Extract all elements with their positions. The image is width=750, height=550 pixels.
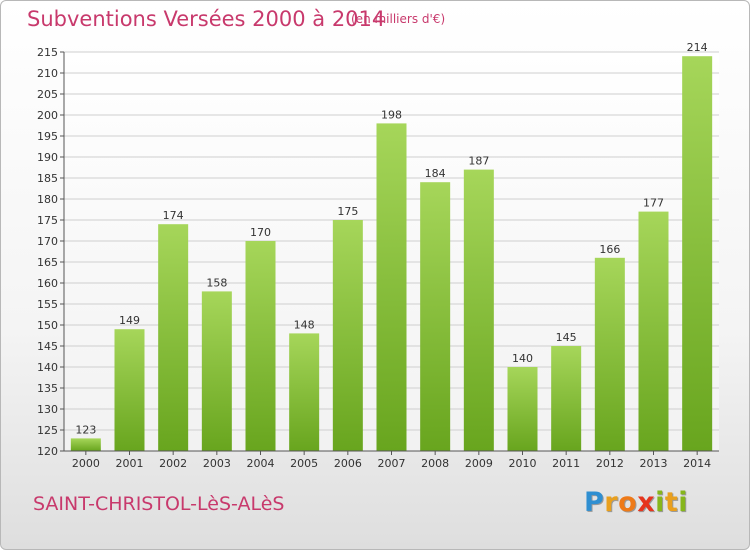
bar-value-label: 198: [381, 108, 402, 121]
bar-value-label: 170: [250, 226, 271, 239]
y-tick-label: 215: [37, 46, 58, 59]
x-tick-label: 2011: [552, 457, 580, 470]
y-tick-label: 170: [37, 235, 58, 248]
bar-value-label: 140: [512, 352, 533, 365]
x-tick-label: 2004: [247, 457, 275, 470]
chart-subtitle: (en milliers d'€): [351, 12, 446, 26]
y-tick-label: 160: [37, 277, 58, 290]
bar: [420, 182, 451, 451]
bar: [638, 211, 669, 451]
y-tick-label: 155: [37, 298, 58, 311]
bar: [507, 367, 538, 451]
y-tick-label: 190: [37, 151, 58, 164]
y-tick-label: 185: [37, 172, 58, 185]
chart-title: Subventions Versées 2000 à 2014: [27, 7, 386, 31]
bar-value-label: 123: [75, 423, 96, 436]
x-tick-label: 2012: [596, 457, 624, 470]
x-tick-label: 2002: [159, 457, 187, 470]
y-tick-label: 200: [37, 109, 58, 122]
logo-letter: x: [637, 487, 656, 518]
y-tick-label: 205: [37, 88, 58, 101]
bar-value-label: 166: [599, 243, 620, 256]
x-tick-label: 2005: [290, 457, 318, 470]
bar: [682, 56, 713, 451]
x-tick-label: 2000: [72, 457, 100, 470]
bar: [70, 438, 101, 451]
bar: [332, 220, 363, 451]
bar: [114, 329, 145, 451]
bar: [158, 224, 189, 451]
bar-value-label: 174: [163, 209, 184, 222]
y-tick-label: 125: [37, 424, 58, 437]
x-tick-label: 2009: [465, 457, 493, 470]
x-tick-label: 2014: [683, 457, 711, 470]
bar: [463, 169, 494, 451]
x-tick-label: 2007: [378, 457, 406, 470]
logo-letter: P: [584, 487, 605, 518]
y-tick-label: 120: [37, 445, 58, 458]
bar-value-label: 175: [337, 205, 358, 218]
bar: [551, 346, 582, 451]
logo-letter: i: [678, 487, 689, 518]
y-tick-label: 175: [37, 214, 58, 227]
bar-value-label: 149: [119, 314, 140, 327]
y-tick-label: 135: [37, 382, 58, 395]
commune-name: SAINT-CHRISTOL-LèS-ALèS: [33, 493, 285, 515]
axes: 120 125 130 135 140 145 150 155 160 165 170 175 180 1…: [37, 46, 719, 470]
x-tick-label: 2003: [203, 457, 231, 470]
y-tick-label: 140: [37, 361, 58, 374]
bar: [594, 257, 625, 451]
bar-value-label: 148: [294, 318, 315, 331]
bar-value-label: 214: [687, 41, 708, 54]
bar: [245, 241, 276, 451]
bar: [289, 333, 320, 451]
y-tick-label: 180: [37, 193, 58, 206]
y-tick-label: 130: [37, 403, 58, 416]
logo-letter: r: [604, 487, 619, 518]
bar-value-label: 184: [425, 167, 446, 180]
bar: [201, 291, 232, 451]
x-tick-label: 2010: [509, 457, 537, 470]
y-tick-label: 165: [37, 256, 58, 269]
bar: [376, 123, 407, 452]
y-tick-label: 145: [37, 340, 58, 353]
logo-letter: t: [664, 487, 679, 518]
bar-value-label: 158: [206, 276, 227, 289]
bar-value-label: 145: [556, 331, 577, 344]
logo-letter: i: [655, 487, 665, 518]
y-tick-label: 150: [37, 319, 58, 332]
bar-value-label: 177: [643, 197, 664, 210]
x-tick-label: 2013: [640, 457, 668, 470]
bar-value-label: 187: [468, 155, 489, 168]
bars: 123 149 174 158 170 148 175 198 184 187 140 145 166 1…: [70, 41, 713, 452]
logo-letter: o: [618, 487, 638, 518]
x-tick-label: 2008: [421, 457, 449, 470]
x-tick-label: 2006: [334, 457, 362, 470]
x-tick-label: 2001: [116, 457, 144, 470]
y-tick-label: 195: [37, 130, 58, 143]
proxiti-logo[interactable]: Proxiti: [584, 487, 688, 518]
y-tick-label: 210: [37, 67, 58, 80]
